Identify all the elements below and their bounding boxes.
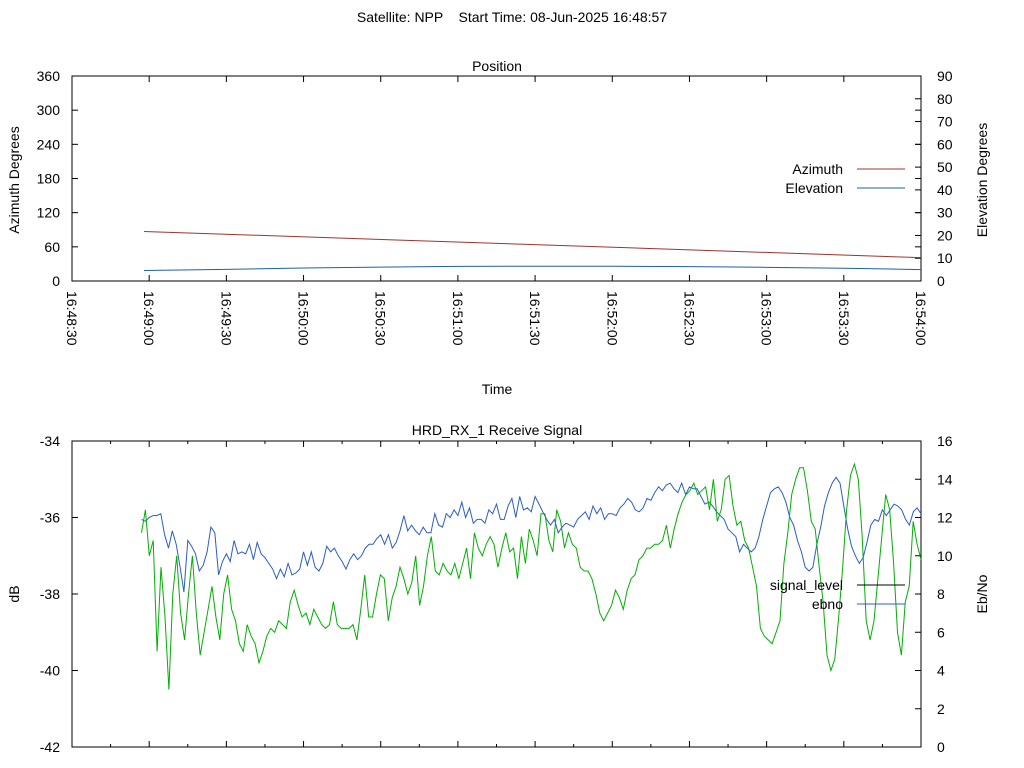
ebno-tick-label: 6 [937, 624, 945, 640]
el-tick-label: 60 [937, 136, 953, 152]
elevation-axis-label: Elevation Degrees [974, 123, 990, 237]
time-tick-label: 16:53:30 [836, 291, 852, 346]
el-tick-label: 10 [937, 250, 953, 266]
time-tick-label: 16:50:00 [296, 291, 312, 346]
ebno-tick-label: 0 [937, 739, 945, 755]
ebno-axis-label: Eb/No [974, 574, 990, 613]
el-tick-label: 20 [937, 227, 953, 243]
az-tick-label: 300 [37, 102, 61, 118]
ebno-tick-label: 16 [937, 433, 953, 449]
legend-elevation-label: Elevation [785, 180, 843, 196]
time-tick-label: 16:51:30 [527, 291, 543, 346]
signal-legend: signal_level ebno [770, 577, 905, 612]
ebno-tick-label: 2 [937, 701, 945, 717]
time-tick-label: 16:53:00 [759, 291, 775, 346]
position-legend: Azimuth Elevation [785, 161, 905, 196]
time-tick-label: 16:54:00 [913, 291, 929, 346]
el-tick-label: 30 [937, 205, 953, 221]
elevation-line [144, 265, 922, 272]
legend-signal-level-label: signal_level [770, 577, 843, 593]
position-plot-frame [71, 75, 922, 282]
ebno-tick-label: 8 [937, 586, 945, 602]
time-tick-label: 16:52:30 [681, 291, 697, 346]
db-tick-label: -34 [40, 433, 60, 449]
el-tick-label: 50 [937, 159, 953, 175]
az-tick-label: 240 [37, 136, 61, 152]
db-tick-label: -42 [40, 739, 60, 755]
el-tick-label: 80 [937, 91, 953, 107]
az-tick-label: 120 [37, 205, 61, 221]
db-tick-label: -36 [40, 510, 60, 526]
az-tick-label: 360 [37, 68, 61, 84]
ebno-tick-label: 10 [937, 548, 953, 564]
el-tick-label: 70 [937, 114, 953, 130]
azimuth-line [144, 230, 922, 259]
chart-header: Satellite: NPP Start Time: 08-Jun-2025 1… [0, 9, 1024, 25]
position-title: Position [472, 58, 522, 74]
db-tick-label: -38 [40, 586, 60, 602]
ebno-tick-label: 4 [937, 663, 945, 679]
legend-azimuth-label: Azimuth [792, 161, 843, 177]
time-tick-label: 16:52:00 [604, 291, 620, 346]
db-tick-label: -40 [40, 663, 60, 679]
ebno-tick-label: 12 [937, 510, 953, 526]
time-tick-label: 16:49:00 [141, 291, 157, 346]
el-tick-label: 90 [937, 68, 953, 84]
receive-signal-title: HRD_RX_1 Receive Signal [412, 422, 582, 438]
receive-signal-chart: HRD_RX_1 Receive Signal -42-40-38-36-34 … [6, 422, 990, 755]
time-tick-label: 16:48:30 [64, 291, 80, 346]
time-tick-label: 16:49:30 [218, 291, 234, 346]
el-tick-label: 0 [937, 273, 945, 289]
ebno-line [141, 476, 922, 593]
az-tick-label: 0 [52, 273, 60, 289]
el-tick-label: 40 [937, 182, 953, 198]
signal-level-line [141, 462, 922, 690]
azimuth-axis-label: Azimuth Degrees [6, 126, 22, 233]
db-axis-label: dB [6, 585, 22, 602]
satellite-label: Satellite: NPP [356, 9, 443, 25]
position-chart: Position 0 60 120 180 240 300 360 0 10 20 30 40 50 6… [6, 58, 990, 397]
legend-ebno-label: ebno [812, 596, 843, 612]
az-tick-label: 60 [44, 239, 60, 255]
az-tick-label: 180 [37, 171, 61, 187]
time-tick-label: 16:51:00 [450, 291, 466, 346]
time-axis-label: Time [482, 381, 513, 397]
start-time-label: Start Time: 08-Jun-2025 16:48:57 [458, 9, 668, 25]
ebno-tick-label: 14 [937, 471, 953, 487]
time-tick-label: 16:50:30 [373, 291, 389, 346]
